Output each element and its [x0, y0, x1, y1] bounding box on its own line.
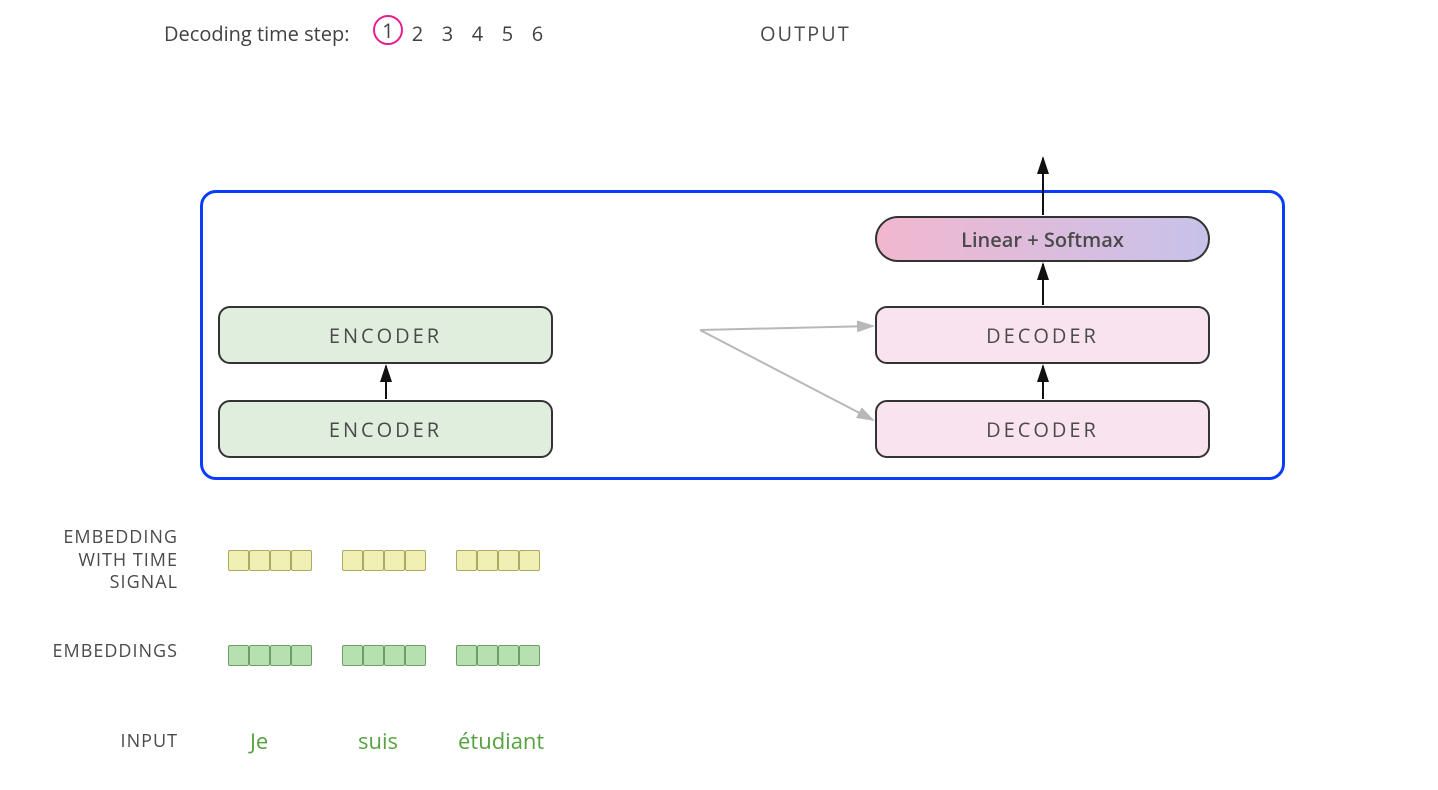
timestep-6: 6 — [530, 20, 545, 47]
input-token-0: Je — [250, 726, 268, 756]
timestep-2: 2 — [410, 20, 425, 47]
input-token-1: suis — [358, 726, 398, 756]
time-emb-cells-2 — [456, 550, 540, 571]
timestep-1: 1 — [380, 20, 395, 47]
row-label-embedding-time: EMBEDDINGWITH TIMESIGNAL — [63, 526, 178, 594]
decoder-block-1: DECODER — [875, 306, 1210, 364]
emb-cells-0 — [228, 645, 312, 666]
row-label-embeddings: EMBEDDINGS — [53, 640, 178, 663]
output-label: OUTPUT — [760, 20, 851, 47]
emb-cells-2 — [456, 645, 540, 666]
encoder-block-1: ENCODER — [218, 306, 553, 364]
emb-cells-1 — [342, 645, 426, 666]
linear-softmax-block: Linear + Softmax — [875, 216, 1210, 262]
timestep-4: 4 — [470, 20, 485, 47]
time-emb-cells-1 — [342, 550, 426, 571]
timestep-5: 5 — [500, 20, 515, 47]
input-token-2: étudiant — [458, 726, 544, 756]
timestep-numbers: 123456 — [380, 20, 545, 47]
decoder-block-0: DECODER — [875, 400, 1210, 458]
timestep-label: Decoding time step: — [164, 20, 349, 47]
time-emb-cells-0 — [228, 550, 312, 571]
encoder-block-0: ENCODER — [218, 400, 553, 458]
row-label-input: INPUT — [121, 730, 178, 753]
timestep-3: 3 — [440, 20, 455, 47]
